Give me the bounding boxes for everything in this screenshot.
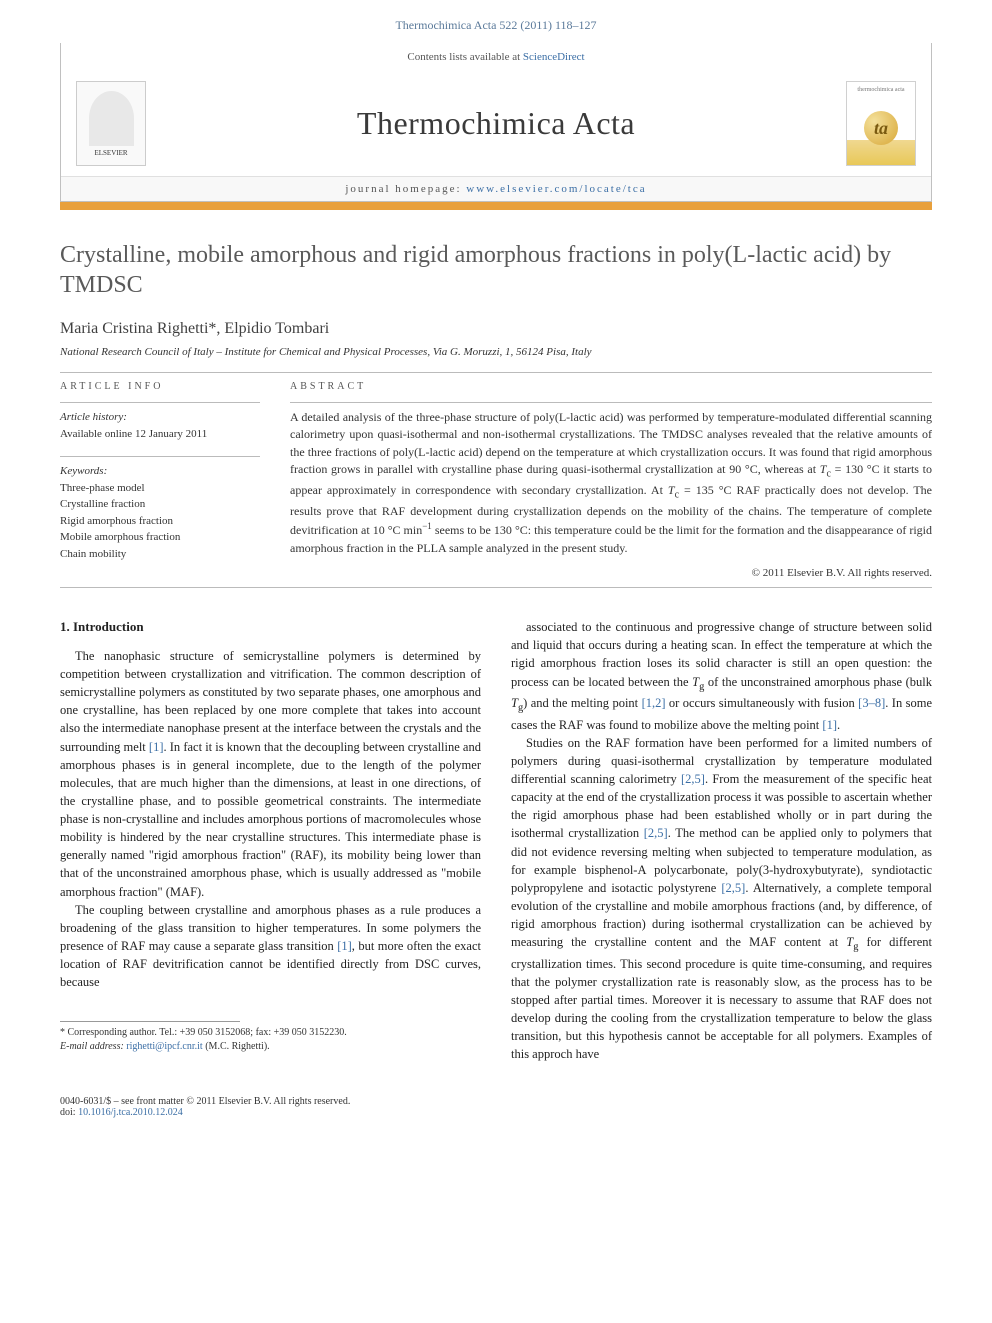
divider [60, 587, 932, 588]
email-label: E-mail address: [60, 1041, 126, 1052]
abstract-copyright: © 2011 Elsevier B.V. All rights reserved… [290, 567, 932, 579]
journal-title: Thermochimica Acta [146, 105, 846, 142]
homepage-line: journal homepage: www.elsevier.com/locat… [61, 176, 931, 201]
doi-link[interactable]: 10.1016/j.tca.2010.12.024 [78, 1107, 183, 1118]
body-paragraph: Studies on the RAF formation have been p… [511, 734, 932, 1064]
email-suffix: (M.C. Righetti). [205, 1041, 269, 1052]
elsevier-text: ELSEVIER [94, 149, 127, 157]
citation-link[interactable]: [3–8] [858, 696, 885, 710]
citation-link[interactable]: [1,2] [642, 696, 666, 710]
article-body: 1. Introduction The nanophasic structure… [60, 618, 932, 1063]
abstract-heading: ABSTRACT [290, 381, 932, 392]
homepage-prefix: journal homepage: [345, 183, 466, 195]
cover-small-text: thermochimica acta [857, 87, 904, 93]
author-email-link[interactable]: righetti@ipcf.cnr.it [126, 1041, 202, 1052]
keyword-item: Crystalline fraction [60, 496, 260, 513]
contents-prefix: Contents lists available at [407, 51, 522, 63]
elsevier-logo: ELSEVIER [76, 81, 146, 166]
body-paragraph: The coupling between crystalline and amo… [60, 901, 481, 992]
affiliation: National Research Council of Italy – Ins… [60, 346, 932, 358]
keywords-label: Keywords: [60, 463, 260, 480]
running-head: Thermochimica Acta 522 (2011) 118–127 [0, 0, 992, 43]
page-footer: 0040-6031/$ – see front matter © 2011 El… [0, 1084, 992, 1138]
masthead: Contents lists available at ScienceDirec… [60, 43, 932, 202]
body-paragraph: associated to the continuous and progres… [511, 618, 932, 734]
article-info-heading: ARTICLE INFO [60, 381, 260, 392]
footnotes: * Corresponding author. Tel.: +39 050 31… [60, 1026, 481, 1054]
citation-link[interactable]: [1] [822, 718, 837, 732]
article-history-block: Article history: Available online 12 Jan… [60, 402, 260, 442]
sciencedirect-link[interactable]: ScienceDirect [523, 51, 585, 63]
accent-bar [60, 202, 932, 210]
doi-prefix: doi: [60, 1107, 76, 1118]
authors: Maria Cristina Righetti*, Elpidio Tombar… [60, 320, 932, 338]
citation-link[interactable]: [2,5] [681, 772, 705, 786]
keyword-item: Rigid amorphous fraction [60, 513, 260, 530]
keyword-item: Three-phase model [60, 480, 260, 497]
citation-link[interactable]: [2,5] [644, 826, 668, 840]
keyword-item: Mobile amorphous fraction [60, 529, 260, 546]
body-paragraph: The nanophasic structure of semicrystall… [60, 647, 481, 901]
contents-line: Contents lists available at ScienceDirec… [61, 43, 931, 71]
abstract-text: A detailed analysis of the three-phase s… [290, 402, 932, 557]
citation-link[interactable]: [1] [337, 939, 352, 953]
divider [60, 372, 932, 373]
front-matter-line: 0040-6031/$ – see front matter © 2011 El… [60, 1096, 350, 1107]
homepage-link[interactable]: www.elsevier.com/locate/tca [466, 183, 646, 195]
keywords-block: Keywords: Three-phase model Crystalline … [60, 456, 260, 562]
citation-link[interactable]: [1] [149, 740, 164, 754]
elsevier-tree-icon [89, 91, 134, 146]
section-heading: 1. Introduction [60, 618, 481, 637]
citation-link[interactable]: [2,5] [721, 881, 745, 895]
article-title: Crystalline, mobile amorphous and rigid … [60, 240, 932, 300]
journal-cover-thumbnail: thermochimica acta ta [846, 81, 916, 166]
history-text: Available online 12 January 2011 [60, 426, 260, 443]
footnote-divider [60, 1021, 240, 1022]
history-label: Article history: [60, 409, 260, 426]
keyword-item: Chain mobility [60, 546, 260, 563]
corresponding-author-note: * Corresponding author. Tel.: +39 050 31… [60, 1026, 481, 1040]
cover-glyph: ta [864, 111, 898, 145]
